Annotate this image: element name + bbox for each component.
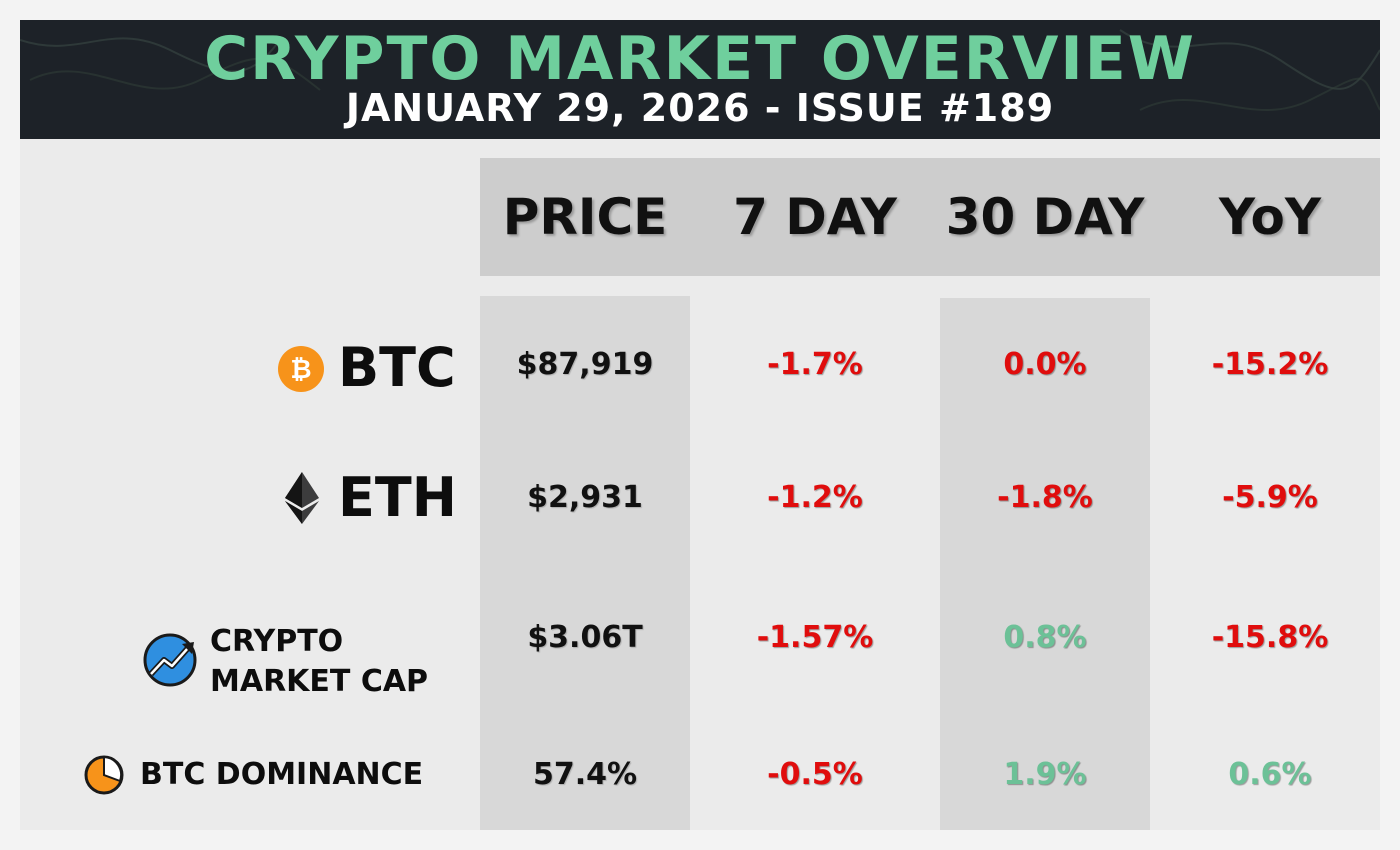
btc-dominance-value: 57.4% bbox=[532, 757, 638, 792]
row-label-eth: ETH bbox=[338, 466, 457, 529]
row-label-market-cap-line1: CRYPTO bbox=[210, 624, 344, 659]
market-cap-chart-icon bbox=[143, 633, 197, 687]
row-label-market-cap-line2: MARKET CAP bbox=[210, 664, 429, 699]
page-title: CRYPTO MARKET OVERVIEW bbox=[204, 24, 1196, 94]
column-header-yoy: YoY bbox=[1218, 188, 1322, 246]
ethereum-icon bbox=[285, 472, 319, 524]
column-header-bar bbox=[480, 158, 1380, 276]
eth-7day: -1.2% bbox=[767, 480, 863, 515]
market-overview-card: CRYPTO MARKET OVERVIEW JANUARY 29, 2026 … bbox=[20, 20, 1380, 830]
market-cap-yoy: -15.8% bbox=[1211, 620, 1329, 655]
header-banner: CRYPTO MARKET OVERVIEW JANUARY 29, 2026 … bbox=[20, 20, 1380, 139]
column-header-7day: 7 DAY bbox=[733, 188, 897, 246]
btc-dominance-yoy: 0.6% bbox=[1228, 757, 1312, 792]
btc-30day: 0.0% bbox=[1003, 347, 1087, 382]
price-column-shade bbox=[480, 296, 690, 830]
svg-text:₿: ₿ bbox=[290, 355, 311, 385]
btc-7day: -1.7% bbox=[767, 347, 863, 382]
pie-chart-icon bbox=[84, 755, 124, 795]
30day-column-shade bbox=[940, 298, 1150, 830]
btc-dominance-30day: 1.9% bbox=[1003, 757, 1087, 792]
eth-price: $2,931 bbox=[527, 480, 643, 515]
column-header-price: PRICE bbox=[502, 188, 668, 246]
page-subtitle: JANUARY 29, 2026 - ISSUE #189 bbox=[345, 86, 1055, 130]
column-header-30day: 30 DAY bbox=[945, 188, 1145, 246]
eth-yoy: -5.9% bbox=[1222, 480, 1318, 515]
btc-price: $87,919 bbox=[516, 347, 654, 382]
market-cap-7day: -1.57% bbox=[756, 620, 874, 655]
bitcoin-icon: ₿ bbox=[278, 346, 324, 392]
eth-30day: -1.8% bbox=[997, 480, 1093, 515]
smoke-background bbox=[20, 29, 1380, 111]
row-label-btc-dominance: BTC DOMINANCE bbox=[140, 757, 424, 792]
market-cap-30day: 0.8% bbox=[1003, 620, 1087, 655]
btc-yoy: -15.2% bbox=[1211, 347, 1329, 382]
market-cap-price: $3.06T bbox=[527, 620, 643, 655]
row-label-btc: BTC bbox=[338, 336, 456, 399]
btc-dominance-7day: -0.5% bbox=[767, 757, 863, 792]
